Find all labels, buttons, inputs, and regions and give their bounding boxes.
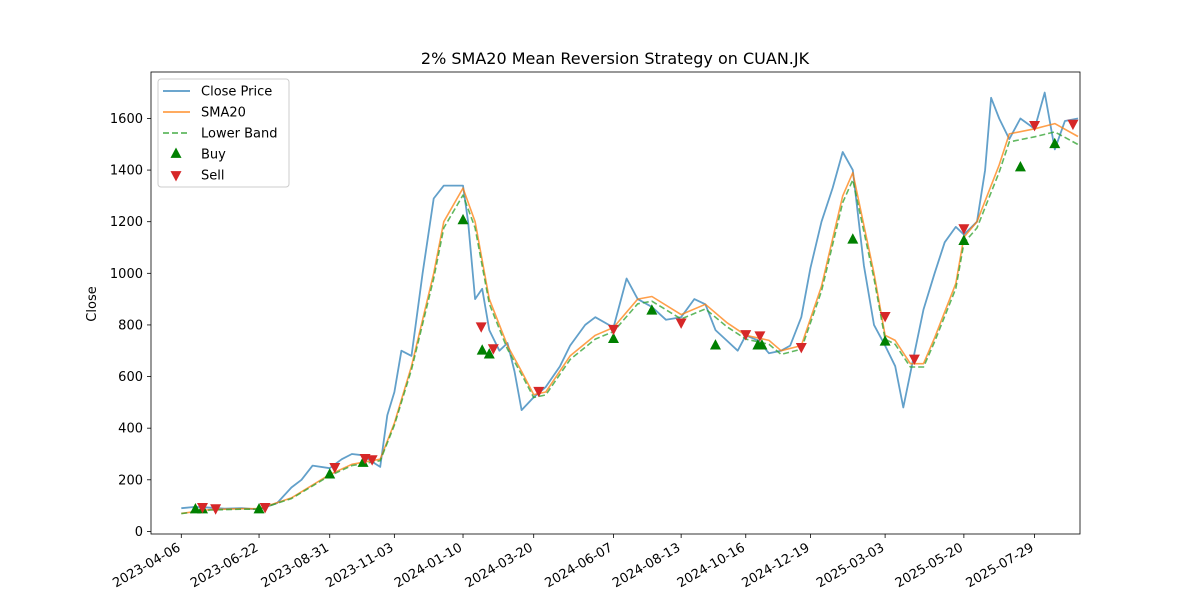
series-line-lower-band [181,131,1079,515]
x-tick-label: 2023-06-22 [188,540,261,591]
y-tick-label: 400 [118,422,143,437]
sell-marker [908,354,920,365]
x-tick-label: 2025-05-20 [893,540,966,591]
sell-marker [1067,119,1079,131]
sell-marker [795,342,807,354]
legend-label: SMA20 [201,106,246,121]
sell-marker [329,462,341,474]
x-tick-label: 2024-10-16 [675,540,748,591]
legend-label: Sell [201,169,224,184]
legend-label: Lower Band [201,127,277,142]
x-tick-label: 2024-12-19 [739,540,812,591]
x-tick-label: 2023-11-03 [323,540,396,591]
x-tick-label: 2024-01-10 [392,540,465,591]
sell-marker [533,386,545,398]
legend-marker [170,147,182,158]
y-tick-label: 1600 [110,112,143,127]
buy-marker [879,335,891,346]
sell-marker [675,318,687,329]
sell-marker [607,324,619,336]
chart-title: 2% SMA20 Mean Reversion Strategy on CUAN… [421,49,810,68]
y-tick-label: 600 [118,370,143,385]
sell-marker [259,502,271,514]
buy-marker [189,502,201,514]
y-tick-label: 1400 [110,164,143,179]
buy-marker [357,456,369,467]
plot-frame [150,71,1081,535]
x-tick-label: 2024-03-20 [463,540,536,591]
x-tick-label: 2025-03-03 [814,540,887,591]
sell-marker [196,502,208,514]
x-tick-label: 2024-06-07 [543,540,616,591]
legend-label: Close Price [201,85,272,100]
legend-label: Buy [201,148,226,163]
legend-box [157,78,290,188]
y-tick-label: 1200 [110,215,143,230]
y-tick-label: 800 [118,318,143,333]
buy-marker [958,234,970,245]
sell-marker [487,344,499,355]
sell-marker [475,322,487,333]
buy-marker [457,213,469,225]
sell-marker [1029,121,1041,132]
y-tick-label: 0 [135,525,143,540]
legend-marker [170,171,182,182]
buy-marker [847,233,859,244]
x-tick-label: 2023-08-31 [259,540,332,591]
y-tick-label: 200 [118,473,143,488]
x-tick-label: 2023-04-06 [110,540,183,591]
buy-marker [1014,160,1026,172]
buy-marker [646,304,658,315]
buy-marker [483,348,495,359]
buy-marker [324,468,336,479]
buy-marker [253,502,265,514]
buy-marker [476,344,488,355]
buy-marker [709,339,721,350]
x-tick-label: 2024-08-13 [610,540,683,591]
sell-marker [754,331,766,342]
buy-marker [756,339,768,350]
legend: Close Price SMA20 Lower Band Buy Sell [157,78,290,188]
series-line-close-price [181,91,1079,511]
sell-marker [740,330,752,341]
sell-marker [366,455,378,466]
buy-marker [607,332,619,344]
sell-marker [879,312,891,323]
y-tick-label: 1000 [110,267,143,282]
x-tick-label: 2025-07-29 [964,540,1037,591]
buy-marker [1049,137,1061,149]
sell-marker [958,224,970,235]
sell-marker [210,504,222,515]
plot-area [181,91,1079,515]
y-axis-label: Close [85,286,100,321]
